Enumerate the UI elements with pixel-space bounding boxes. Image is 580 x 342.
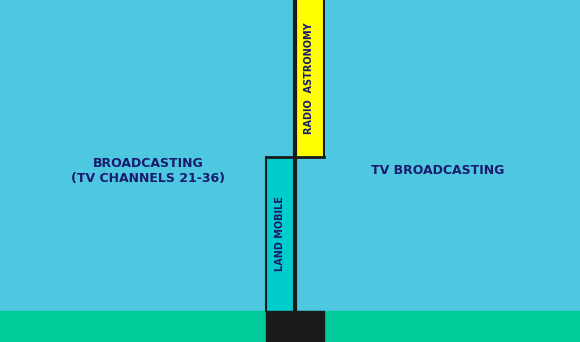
Bar: [266, 311, 324, 342]
Bar: [295, 0, 324, 157]
Text: BROADCASTING
(TV CHANNELS 21-36): BROADCASTING (TV CHANNELS 21-36): [71, 157, 225, 185]
Bar: [0, 311, 580, 342]
Text: RADIO  ASTRONOMY: RADIO ASTRONOMY: [304, 23, 314, 134]
Bar: [266, 157, 295, 311]
Text: LAND MOBILE: LAND MOBILE: [275, 197, 285, 271]
Text: TV BROADCASTING: TV BROADCASTING: [371, 165, 505, 177]
